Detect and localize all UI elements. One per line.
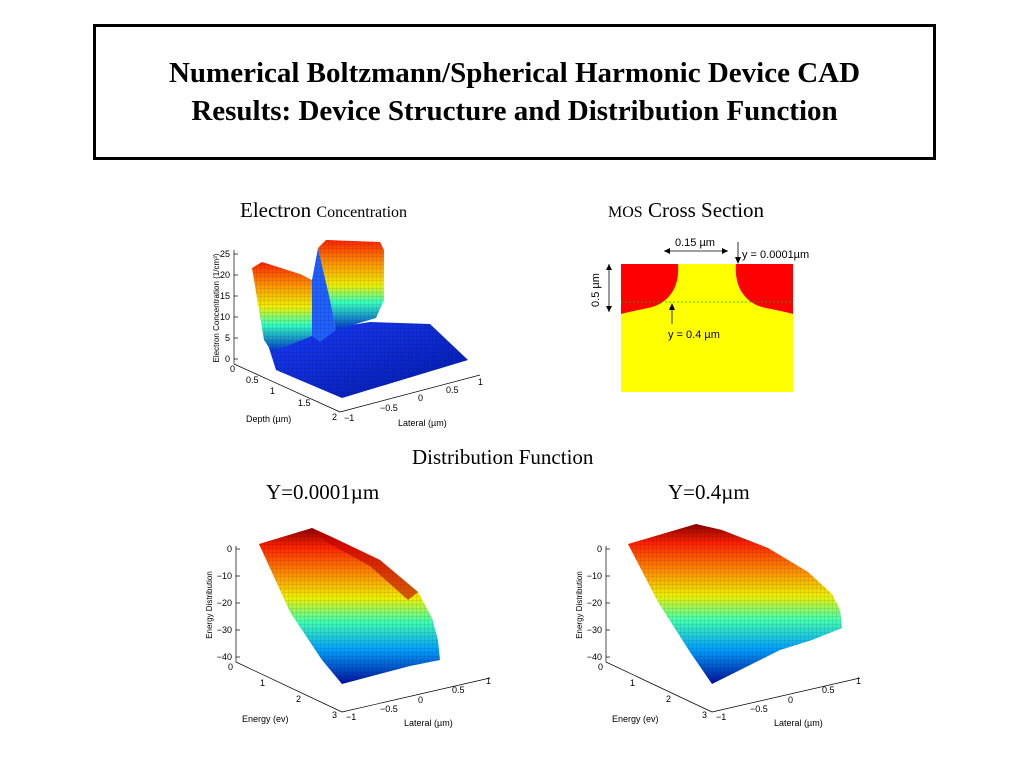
d1-ztick-0: 0 [227, 544, 232, 554]
ec-xtick-0: 0 [230, 364, 235, 374]
d2-xtick-3: 3 [702, 710, 707, 720]
ec-ytick-m05: −0.5 [380, 403, 398, 413]
mos-cross-section: 0.15 µm y = 0.0001µm 0.5 µm y = 0.4 µm [590, 237, 809, 392]
d1-ztick-20: −20 [217, 598, 232, 608]
d1-ytick-05: 0.5 [452, 685, 465, 695]
d2-ztick-10: −10 [587, 571, 602, 581]
ec-ztick-25: 25 [220, 249, 230, 259]
ec-xtick-15: 1.5 [298, 398, 311, 408]
ec-xtick-2: 2 [332, 412, 337, 422]
d1-ytick-m1: −1 [346, 712, 356, 722]
ec-ytick-0: 0 [418, 393, 423, 403]
mos-caption-main: Cross Section [647, 198, 765, 222]
d2-ztick-0: 0 [597, 544, 602, 554]
d2-ytick-0: 0 [788, 695, 793, 705]
d1-ytick-1: 1 [486, 676, 491, 686]
ec-ztick-0: 0 [225, 354, 230, 364]
electron-caption-main: Electron [240, 198, 312, 222]
mos-caption: MOS Cross Section [608, 198, 764, 223]
d1-zlabel: Energy Distribution [205, 571, 214, 639]
electron-caption: Electron Concentration [240, 198, 407, 223]
title-box: Numerical Boltzmann/Spherical Harmonic D… [93, 24, 936, 160]
d1-xtick-0: 0 [228, 662, 233, 672]
mos-mid-label: y = 0.4 µm [668, 329, 720, 341]
d2-ytick-05: 0.5 [822, 685, 835, 695]
d1-ztick-30: −30 [217, 625, 232, 635]
y2-caption: Y=0.4µm [668, 480, 750, 504]
d1-ylabel: Lateral (µm) [404, 718, 453, 728]
mos-top-label: y = 0.0001µm [742, 249, 809, 261]
title-line-2: Results: Device Structure and Distributi… [191, 95, 838, 127]
ec-ytick-m1: −1 [344, 413, 354, 423]
ec-ytick-1: 1 [478, 377, 483, 387]
d1-ytick-0: 0 [418, 695, 423, 705]
d1-xtick-1: 1 [260, 678, 265, 688]
mos-caption-sub: MOS [608, 204, 643, 221]
d2-ytick-m05: −0.5 [750, 704, 768, 714]
title-line-1: Numerical Boltzmann/Spherical Harmonic D… [168, 57, 861, 89]
d1-xtick-3: 3 [332, 710, 337, 720]
dist-plot-1: 0 −10 −20 −30 −40 Energy Distribution 0 … [205, 528, 491, 728]
ec-zlabel: Electron Concentration (1/cm³) [212, 253, 221, 362]
d2-ztick-40: −40 [587, 652, 602, 662]
ec-ztick-15: 15 [220, 291, 230, 301]
d2-xtick-0: 0 [598, 662, 603, 672]
mos-source-junction [621, 264, 679, 314]
mos-width-label: 0.15 µm [675, 237, 715, 249]
d2-xtick-2: 2 [666, 694, 671, 704]
d2-ztick-20: −20 [587, 598, 602, 608]
ec-ztick-20: 20 [220, 270, 230, 280]
mos-drain-junction [735, 264, 793, 314]
d2-xlabel: Energy (ev) [612, 714, 659, 724]
d2-xtick-1: 1 [630, 678, 635, 688]
distribution-caption: Distribution Function [412, 445, 594, 469]
d2-ytick-1: 1 [856, 676, 861, 686]
d2-zlabel: Energy Distribution [575, 571, 584, 639]
ec-xtick-05: 0.5 [246, 375, 259, 385]
ec-xlabel: Depth (µm) [246, 414, 291, 424]
d2-ytick-m1: −1 [716, 712, 726, 722]
ec-ztick-5: 5 [225, 333, 230, 343]
electron-plot: 25 20 15 10 5 0 Electron Concentration (… [212, 240, 483, 428]
dist-plot-2: 0 −10 −20 −30 −40 Energy Distribution 0 … [575, 524, 861, 728]
electron-caption-sub: Concentration [316, 204, 408, 221]
d1-ytick-m05: −0.5 [380, 704, 398, 714]
d2-ztick-30: −30 [587, 625, 602, 635]
y1-caption: Y=0.0001µm [266, 480, 380, 504]
d1-xlabel: Energy (ev) [242, 714, 289, 724]
ec-ylabel: Lateral (µm) [398, 418, 447, 428]
d1-ztick-40: −40 [217, 652, 232, 662]
ec-ztick-10: 10 [220, 312, 230, 322]
ec-xtick-1: 1 [270, 386, 275, 396]
mos-depth-label: 0.5 µm [590, 273, 602, 307]
d1-ztick-10: −10 [217, 571, 232, 581]
ec-ytick-05: 0.5 [446, 385, 459, 395]
d1-xtick-2: 2 [296, 694, 301, 704]
d2-ylabel: Lateral (µm) [774, 718, 823, 728]
